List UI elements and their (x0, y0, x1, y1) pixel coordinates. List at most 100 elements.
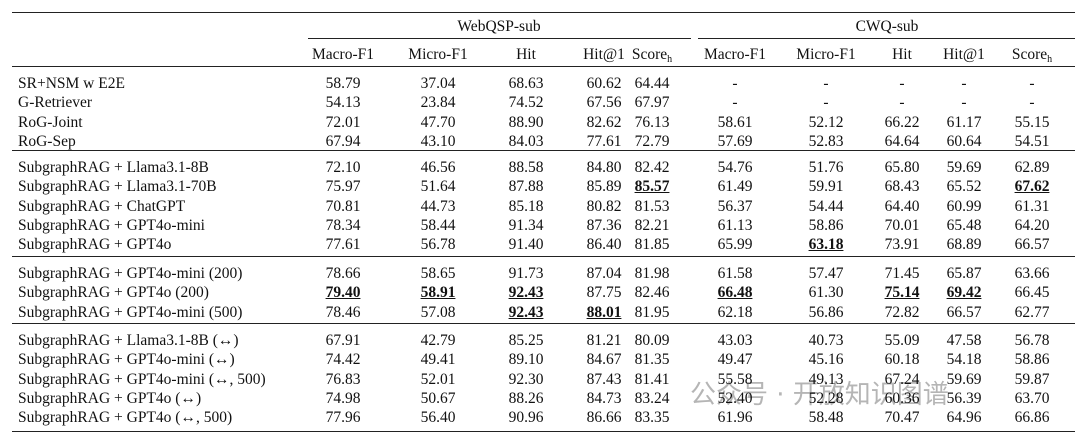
value-cell: 75.14 (884, 284, 920, 302)
value-cell: 37.04 (420, 75, 456, 92)
value-cell: - (732, 94, 738, 112)
value-cell: 49.47 (717, 351, 753, 369)
value-cell: 66.86 (1014, 409, 1050, 427)
value-cell: 81.35 (634, 351, 670, 369)
header-subscript: h (1047, 54, 1053, 65)
value-cell: 45.16 (808, 351, 844, 369)
value-cell: 59.69 (946, 370, 982, 388)
value-cell: 72.10 (325, 159, 361, 176)
value-cell: 70.81 (325, 197, 361, 215)
value-cell: 58.91 (420, 284, 456, 302)
value-cell: 64.40 (884, 197, 920, 215)
value-cell: 85.89 (586, 178, 622, 196)
value-cell: 87.88 (508, 178, 544, 196)
value-cell: 85.25 (508, 332, 544, 349)
value-cell: 60.62 (586, 75, 622, 92)
column-header: Scoreh (631, 45, 672, 65)
value-cell: 91.40 (508, 236, 544, 254)
value-cell: - (899, 75, 905, 92)
value-cell: 65.99 (717, 236, 753, 254)
value-cell: 76.13 (634, 113, 670, 131)
value-cell: 51.64 (420, 178, 456, 196)
section-rule (12, 150, 1075, 151)
column-header: Hit@1 (943, 46, 985, 63)
value-cell: 55.58 (717, 370, 753, 388)
value-cell: 50.67 (420, 389, 456, 407)
value-cell: 64.20 (1014, 216, 1050, 234)
column-header: Hit (892, 46, 912, 63)
value-cell: 77.61 (325, 236, 361, 254)
value-cell: 92.43 (508, 284, 544, 302)
value-cell: 58.61 (717, 113, 753, 131)
value-cell: 64.64 (884, 132, 920, 150)
value-cell: 56.39 (946, 389, 982, 407)
value-cell: 81.41 (634, 370, 670, 388)
value-cell: 64.96 (946, 409, 982, 427)
value-cell: 58.48 (808, 409, 844, 427)
column-header: Hit@1 (583, 46, 625, 63)
header-text: Score (1011, 46, 1048, 63)
value-cell: 72.79 (634, 132, 670, 150)
value-cell: 81.98 (634, 265, 670, 282)
header-text: Score (631, 46, 668, 63)
value-cell: 52.40 (717, 389, 753, 407)
value-cell: 68.89 (946, 236, 982, 254)
group-header: CWQ-sub (855, 18, 919, 35)
value-cell: 59.87 (1014, 370, 1050, 388)
value-cell: 46.56 (420, 159, 456, 176)
value-cell: 47.58 (946, 332, 982, 349)
value-cell: 58.79 (325, 75, 361, 92)
value-cell: 88.01 (586, 303, 622, 321)
value-cell: 92.43 (508, 303, 544, 321)
value-cell: 67.56 (586, 94, 622, 112)
value-cell: 65.80 (884, 159, 920, 176)
value-cell: - (823, 75, 829, 92)
value-cell: 82.21 (634, 216, 670, 234)
value-cell: 51.76 (808, 159, 844, 176)
column-header: Scoreh (1011, 45, 1053, 65)
value-cell: 61.30 (808, 284, 844, 302)
value-cell: 77.96 (325, 409, 361, 427)
value-cell: 65.48 (946, 216, 982, 234)
value-cell: 60.36 (884, 389, 920, 407)
method-cell: SubgraphRAG + GPT4o (↔, 500) (18, 409, 233, 427)
value-cell: 66.57 (1014, 236, 1050, 254)
value-cell: 49.13 (808, 370, 844, 388)
value-cell: 82.62 (586, 113, 622, 131)
value-cell: 57.69 (717, 132, 753, 150)
value-cell: 87.36 (586, 216, 622, 234)
value-cell: 60.18 (884, 351, 920, 369)
value-cell: 81.85 (634, 236, 670, 254)
value-cell: 70.01 (884, 216, 920, 234)
method-cell: SubgraphRAG + GPT4o (18, 236, 172, 254)
value-cell: 67.24 (884, 370, 920, 388)
value-cell: 56.86 (808, 303, 844, 321)
value-cell: 87.75 (586, 284, 622, 302)
value-cell: - (961, 94, 967, 112)
value-cell: 65.52 (946, 178, 982, 196)
value-cell: 42.79 (420, 332, 456, 349)
value-cell: 63.66 (1014, 265, 1050, 282)
group-rule (308, 38, 691, 39)
bottom-rule (12, 431, 1075, 432)
value-cell: 73.91 (884, 236, 920, 254)
value-cell: 58.86 (1014, 351, 1050, 369)
value-cell: 60.99 (946, 197, 982, 215)
value-cell: 78.34 (325, 216, 361, 234)
value-cell: - (961, 75, 967, 92)
value-cell: 56.78 (1014, 332, 1050, 349)
value-cell: 80.82 (586, 197, 622, 215)
value-cell: 89.10 (508, 351, 544, 369)
value-cell: 57.47 (808, 265, 844, 282)
value-cell: 84.67 (586, 351, 622, 369)
column-header: Hit (516, 46, 536, 63)
method-cell: SubgraphRAG + GPT4o (200) (18, 284, 209, 302)
value-cell: 88.58 (508, 159, 544, 176)
group-header: WebQSP-sub (457, 18, 541, 35)
method-cell: SubgraphRAG + Llama3.1-70B (18, 178, 217, 196)
value-cell: - (1029, 94, 1035, 112)
value-cell: 90.96 (508, 409, 544, 427)
method-cell: SubgraphRAG + Llama3.1-8B (18, 159, 209, 176)
method-cell: SubgraphRAG + ChatGPT (18, 197, 186, 215)
